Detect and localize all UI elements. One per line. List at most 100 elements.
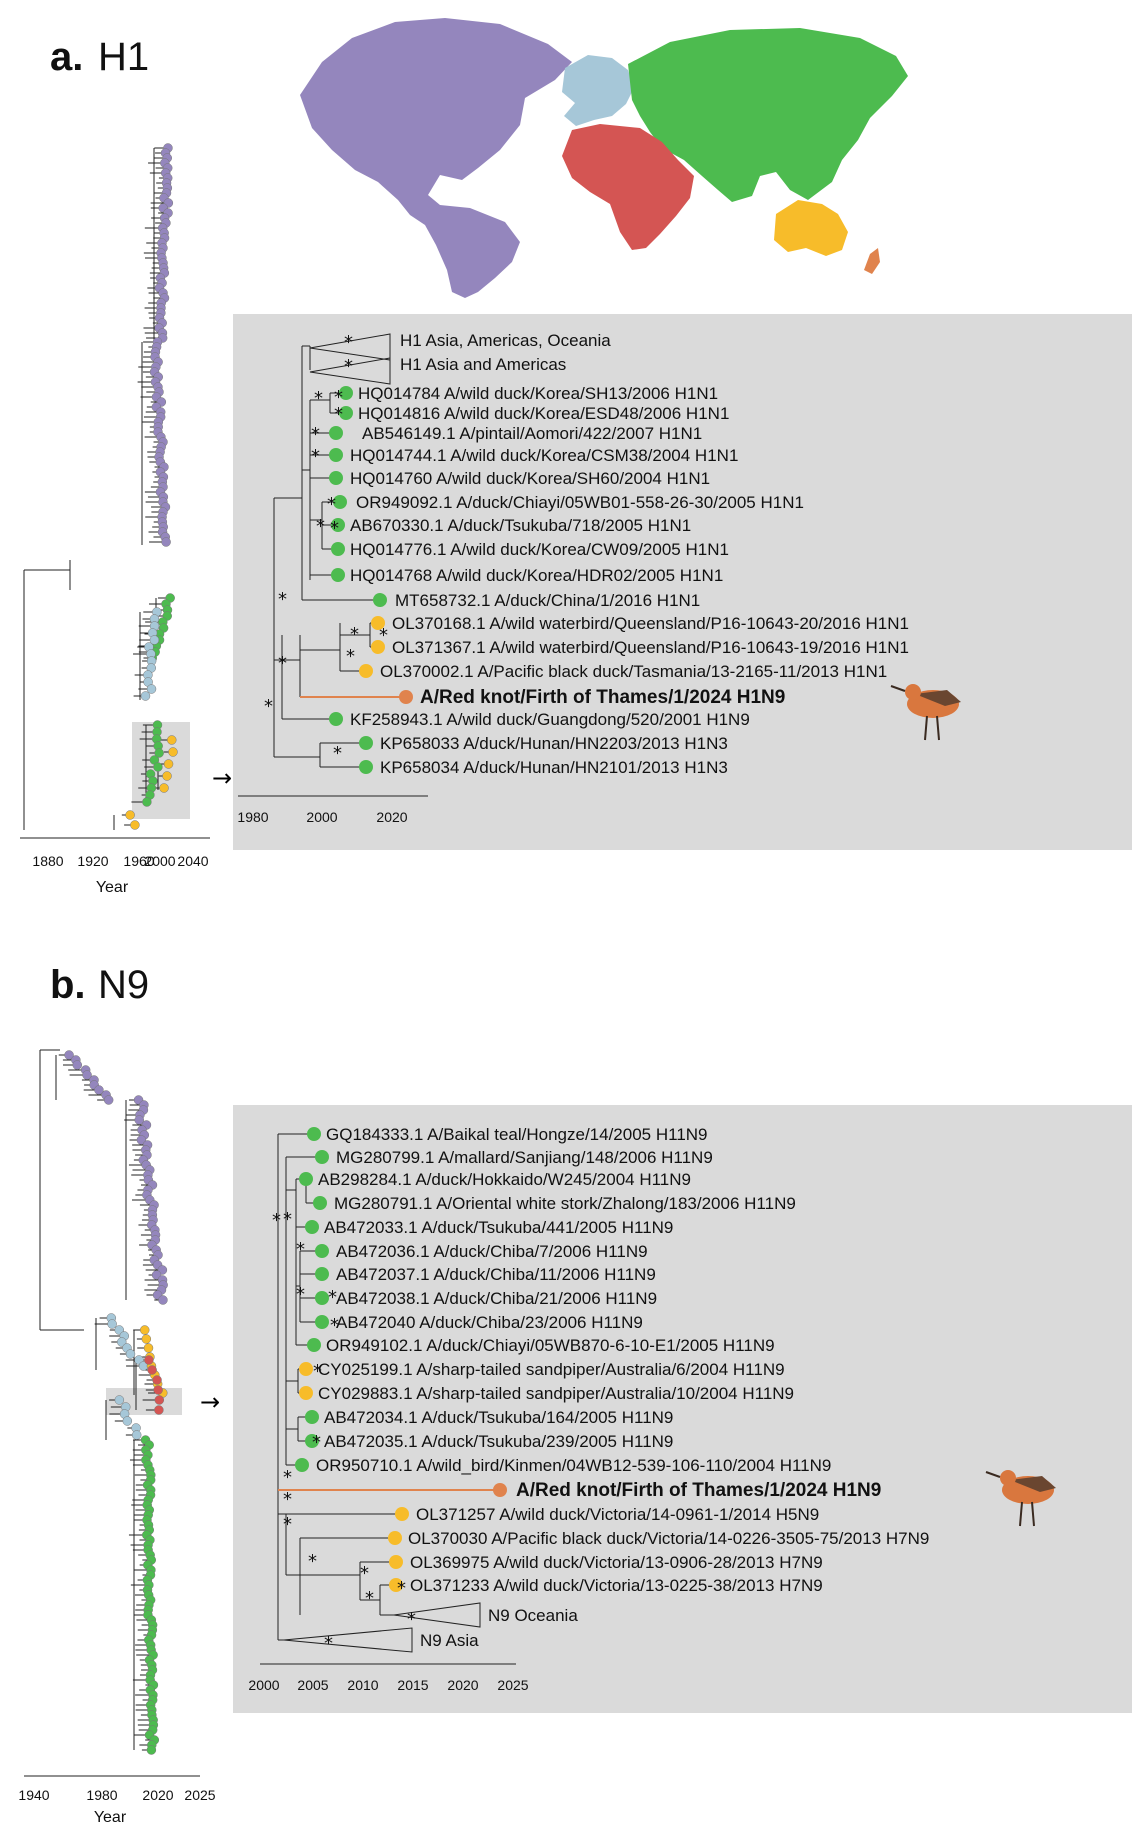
axis-tick-label: 2020 [376,809,407,825]
axis-tick-label: 2005 [297,1677,328,1693]
panel-b-gene: N9 [98,963,149,1007]
support-star: * [311,446,320,467]
tip-label: A/Red knot/Firth of Thames/1/2024 H1N9 [516,1480,881,1501]
tip-label: AB472038.1 A/duck/Chiba/21/2006 H11N9 [336,1289,657,1308]
tip-dot [295,1458,309,1472]
tip-dot [389,1578,403,1592]
support-star: * [296,1284,305,1305]
overview-tip-dot [163,759,174,769]
overview-tip-dot [134,1115,145,1125]
tip-label: AB472040 A/duck/Chiba/23/2006 H11N9 [336,1313,643,1332]
tip-label: AB472034.1 A/duck/Tsukuba/164/2005 H11N9 [324,1408,673,1427]
tip-dot [331,542,345,556]
axis-tick-label: 2010 [347,1677,378,1693]
world-map-legend [300,18,908,298]
support-star: * [296,1239,305,1260]
tip-label: HQ014744.1 A/wild duck/Korea/CSM38/2004 … [350,446,738,465]
inset-background [233,1105,1132,1713]
support-star: * [312,1432,321,1453]
tip-label: AB546149.1 A/pintail/Aomori/422/2007 H1N… [362,424,702,443]
overview-tip-dot [125,1349,136,1359]
axis-tick-label: 2000 [306,809,337,825]
collapsed-clade-label: N9 Oceania [488,1606,578,1625]
tip-label: OL370030 A/Pacific black duck/Victoria/1… [408,1529,929,1548]
map-region-asia [628,28,908,202]
overview-axis-tick: 1880 [32,853,63,869]
tip-dot [388,1531,402,1545]
tip-dot [333,495,347,509]
support-star: * [264,696,273,717]
tip-dot [315,1315,329,1329]
tip-dot [299,1362,313,1376]
tip-label: OL370168.1 A/wild waterbird/Queensland/P… [392,614,909,633]
tip-label: AB298284.1 A/duck/Hokkaido/W245/2004 H11… [318,1170,691,1189]
support-star: * [311,424,320,445]
tip-label: HQ014768 A/wild duck/Korea/HDR02/2005 H1… [350,566,723,585]
tip-label: OL371367.1 A/wild waterbird/Queensland/P… [392,638,909,657]
tip-label: AB472035.1 A/duck/Tsukuba/239/2005 H11N9 [324,1432,673,1451]
tip-label: OL370002.1 A/Pacific black duck/Tasmania… [380,662,887,681]
overview-tip-dot [136,1135,147,1145]
overview-tip-dot [142,797,152,807]
tip-label: KP658033 A/duck/Hunan/HN2203/2013 H1N3 [380,734,728,753]
overview-tip-dot [143,1343,154,1353]
overview-tip-dot [149,635,160,645]
support-star: * [272,1210,281,1231]
tip-dot [331,568,345,582]
support-star: * [327,494,336,515]
collapsed-clade-triangle [309,357,391,385]
panel-b-letter: b. [50,963,86,1007]
overview-tip-dot [154,748,164,758]
overview-axis-tick: 1940 [18,1787,49,1803]
axis-tick-label: 2025 [497,1677,528,1693]
support-star: * [278,589,287,610]
overview-tip-dot [140,691,151,701]
tip-dot [315,1244,329,1258]
tip-label: OR949092.1 A/duck/Chiayi/05WB01-558-26-3… [356,493,804,512]
tip-label: MG280799.1 A/mallard/Sanjiang/148/2006 H… [336,1148,713,1167]
tip-dot [315,1291,329,1305]
support-star: * [334,387,343,408]
overview-axis-tick: 1980 [86,1787,117,1803]
support-star: * [330,1315,339,1336]
tip-label: GQ184333.1 A/Baikal teal/Hongze/14/2005 … [326,1125,708,1144]
tip-label: CY029883.1 A/sharp-tailed sandpiper/Aust… [318,1384,794,1403]
overview-tip-dot [168,747,178,757]
map-region-africa [562,124,694,250]
support-star: * [344,332,353,353]
collapsed-clade-triangle [283,1627,413,1653]
tip-dot [339,406,353,420]
tip-label: OR950710.1 A/wild_bird/Kinmen/04WB12-539… [316,1456,831,1475]
tip-label: MT658732.1 A/duck/China/1/2016 H1N1 [395,591,700,610]
support-star: * [283,1209,292,1230]
tip-dot [399,690,413,704]
support-star: * [283,1489,292,1510]
support-star: * [397,1578,406,1599]
tip-label: HQ014784 A/wild duck/Korea/SH13/2006 H1N… [358,384,718,403]
zoom-arrow-a: → [212,764,232,792]
tip-label: CY025199.1 A/sharp-tailed sandpiper/Aust… [318,1360,785,1379]
tip-dot [299,1386,313,1400]
tip-dot [305,1220,319,1234]
tip-dot [329,712,343,726]
support-star: * [316,516,325,537]
overview-axis-tick: 1960 [123,853,154,869]
axis-tick-label: 1980 [237,809,268,825]
tip-dot [305,1410,319,1424]
tip-label: AB670330.1 A/duck/Tsukuba/718/2005 H1N1 [350,516,691,535]
overview-tip-dot [161,537,171,547]
overview-tip-dot [153,1385,163,1395]
axis-tick-label: 2020 [447,1677,478,1693]
overview-tip-dot [64,1050,74,1060]
overview-tip-dot [103,1095,114,1105]
overview-tip-dot [114,1395,125,1405]
overview-tip-dot [154,1405,164,1415]
overview-tip-dot [146,1745,157,1755]
overview-tip-dot [141,1334,152,1344]
overview-tip-dot [159,783,169,793]
tip-label: OL369975 A/wild duck/Victoria/13-0906-28… [410,1553,823,1572]
support-star: * [324,1633,333,1654]
overview-tip-dot [139,1325,150,1335]
overview-tip-dot [158,1295,168,1305]
